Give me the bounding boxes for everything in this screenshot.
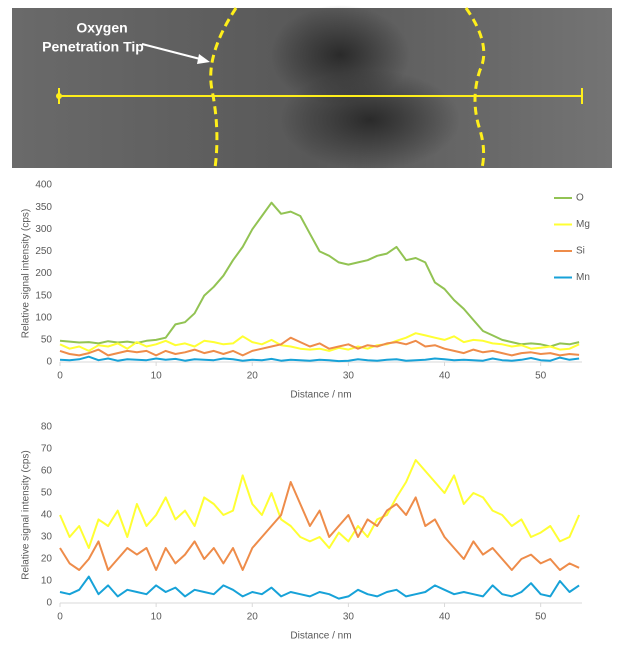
x-axis-label: Distance / nm <box>290 390 351 401</box>
x-tick-label: 20 <box>247 612 259 623</box>
series-line <box>60 333 579 351</box>
y-tick-label: 80 <box>41 422 53 433</box>
y-tick-label: 70 <box>41 444 53 455</box>
figure: Oxygen Penetration Tip 05010015020025030… <box>0 0 620 654</box>
series-line <box>60 357 579 361</box>
y-tick-label: 100 <box>35 312 52 323</box>
micrograph: Oxygen Penetration Tip <box>12 5 612 170</box>
series-line <box>60 577 579 599</box>
x-tick-label: 40 <box>439 371 451 382</box>
x-tick-label: 30 <box>343 371 355 382</box>
series-line <box>60 460 579 548</box>
y-tick-label: 40 <box>41 510 53 521</box>
legend-label: O <box>576 193 584 204</box>
x-tick-label: 50 <box>535 371 547 382</box>
x-tick-label: 10 <box>151 371 163 382</box>
y-tick-label: 30 <box>41 532 53 543</box>
legend-label: Si <box>576 246 585 257</box>
y-axis-label: Relative signal intensity (cps) <box>21 209 32 339</box>
y-tick-label: 50 <box>41 488 53 499</box>
page: {"image": {"annotation": ["Oxygen", "Pen… <box>0 0 620 654</box>
x-axis-label: Distance / nm <box>290 631 351 642</box>
x-tick-label: 0 <box>57 612 63 623</box>
series-line <box>60 203 579 347</box>
x-tick-label: 0 <box>57 371 63 382</box>
y-tick-label: 350 <box>35 202 52 213</box>
y-tick-label: 300 <box>35 224 52 235</box>
y-tick-label: 250 <box>35 246 52 257</box>
x-tick-label: 20 <box>247 371 259 382</box>
legend-label: Mn <box>576 272 590 283</box>
y-tick-label: 0 <box>46 598 52 609</box>
x-tick-label: 30 <box>343 612 355 623</box>
x-tick-label: 10 <box>151 612 163 623</box>
y-tick-label: 200 <box>35 268 52 279</box>
annotation: Penetration Tip <box>42 39 144 55</box>
series-line <box>60 482 579 570</box>
y-tick-label: 150 <box>35 290 52 301</box>
y-tick-label: 50 <box>41 335 53 346</box>
x-tick-label: 50 <box>535 612 547 623</box>
y-tick-label: 60 <box>41 466 53 477</box>
annotation: Oxygen <box>76 20 127 36</box>
legend-label: Mg <box>576 219 590 230</box>
y-tick-label: 0 <box>46 357 52 368</box>
y-tick-label: 10 <box>41 576 53 587</box>
y-axis-label: Relative signal intensity (cps) <box>21 450 32 580</box>
y-tick-label: 20 <box>41 554 53 565</box>
x-tick-label: 40 <box>439 612 451 623</box>
y-tick-label: 400 <box>35 180 52 191</box>
